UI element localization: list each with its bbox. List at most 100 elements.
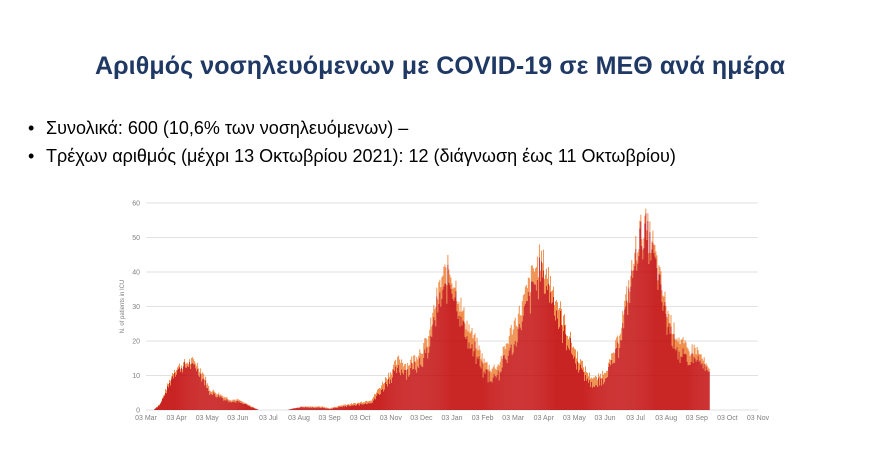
bar-top xyxy=(345,405,347,407)
bar-top xyxy=(314,406,316,408)
bar-main xyxy=(197,368,199,410)
bar-top xyxy=(596,376,598,386)
bar-main xyxy=(254,408,256,410)
bullet-text-total: Συνολικά: 600 (10,6% των νοσηλευόμενων) … xyxy=(46,118,409,138)
bar-top xyxy=(427,346,429,359)
bar-top xyxy=(572,347,573,356)
bar-top xyxy=(690,354,692,362)
bar-top xyxy=(419,349,421,358)
bar-main xyxy=(239,401,241,410)
bar-main xyxy=(498,380,500,410)
bar-main xyxy=(465,338,467,410)
bar-top xyxy=(570,331,571,339)
bar-top xyxy=(407,362,409,369)
bar-main xyxy=(185,367,187,410)
bar-top xyxy=(679,344,681,363)
bar-top xyxy=(656,255,658,268)
bar-main xyxy=(696,359,698,410)
bar-top xyxy=(453,287,455,301)
bar-top xyxy=(393,364,395,370)
bar-top xyxy=(395,359,397,367)
bar-main xyxy=(602,378,604,410)
bar-top xyxy=(558,309,559,329)
bar-top xyxy=(184,359,186,362)
bar-top xyxy=(239,399,241,402)
bar-top xyxy=(505,343,507,360)
bar-top xyxy=(663,296,665,306)
bar-top xyxy=(306,406,308,408)
bar-top xyxy=(550,291,552,304)
bar-top xyxy=(631,260,633,271)
bar-top xyxy=(233,399,235,402)
bar-main xyxy=(317,407,319,410)
bar-main xyxy=(481,361,483,410)
bar-main xyxy=(666,334,668,410)
bar-top xyxy=(447,254,449,265)
bar-main xyxy=(289,409,291,410)
bar-main xyxy=(165,392,166,410)
bar-top xyxy=(467,331,469,349)
bar-top xyxy=(197,362,199,369)
bar-top xyxy=(380,388,382,395)
bar-top xyxy=(336,406,338,408)
bar-main xyxy=(158,405,159,410)
bar-main xyxy=(516,342,518,410)
bar-top xyxy=(454,287,456,298)
bar-main xyxy=(471,344,473,410)
bar-main xyxy=(701,363,703,410)
bar-top xyxy=(437,299,439,313)
bar-top xyxy=(238,400,240,403)
bar-main xyxy=(542,270,544,410)
bar-top xyxy=(355,403,356,406)
bar-top xyxy=(333,406,335,408)
bar-main xyxy=(603,384,605,410)
bar-main xyxy=(249,406,251,410)
bar-top xyxy=(472,338,474,357)
bar-main xyxy=(220,396,222,410)
bar-top xyxy=(376,392,377,396)
bar-main xyxy=(194,364,196,410)
bar-top xyxy=(381,385,383,390)
bar-main xyxy=(450,288,452,410)
bar-top xyxy=(485,361,487,369)
bar-main xyxy=(315,407,317,410)
bar-main xyxy=(347,405,349,410)
bar-main xyxy=(687,365,689,410)
bar-top xyxy=(325,407,327,409)
bar-main xyxy=(495,377,497,410)
bar-top xyxy=(206,384,208,388)
bar-main xyxy=(514,341,516,410)
bar-main xyxy=(353,405,354,410)
bar-main xyxy=(487,382,489,410)
bar-top xyxy=(170,380,171,386)
bar-top xyxy=(647,213,649,221)
bar-top xyxy=(196,366,198,371)
bar-top xyxy=(190,364,192,369)
bar-top xyxy=(411,356,413,363)
bar-top xyxy=(375,394,376,400)
bar-main xyxy=(180,371,182,410)
bar-top xyxy=(228,399,230,403)
bar-main xyxy=(344,405,346,410)
bar-main xyxy=(166,393,167,410)
bar-main xyxy=(528,295,530,410)
bar-main xyxy=(365,403,366,410)
bar-top xyxy=(167,383,168,387)
bar-top xyxy=(361,401,362,405)
bar-main xyxy=(468,342,470,410)
bar-main xyxy=(670,326,672,410)
bar-top xyxy=(319,406,321,408)
bar-main xyxy=(411,362,413,410)
bar-top xyxy=(348,404,350,407)
bar-top xyxy=(469,333,471,349)
bar-top xyxy=(521,301,523,322)
bar-main xyxy=(431,336,433,410)
bar-main xyxy=(472,356,474,410)
bullet-item-total: • Συνολικά: 600 (10,6% των νοσηλευόμενων)… xyxy=(28,114,676,142)
bar-main xyxy=(585,374,587,410)
bar-main xyxy=(435,326,437,410)
bar-top xyxy=(502,346,504,356)
x-tick-label: 03 Mar xyxy=(135,415,157,422)
bar-top xyxy=(478,345,480,357)
